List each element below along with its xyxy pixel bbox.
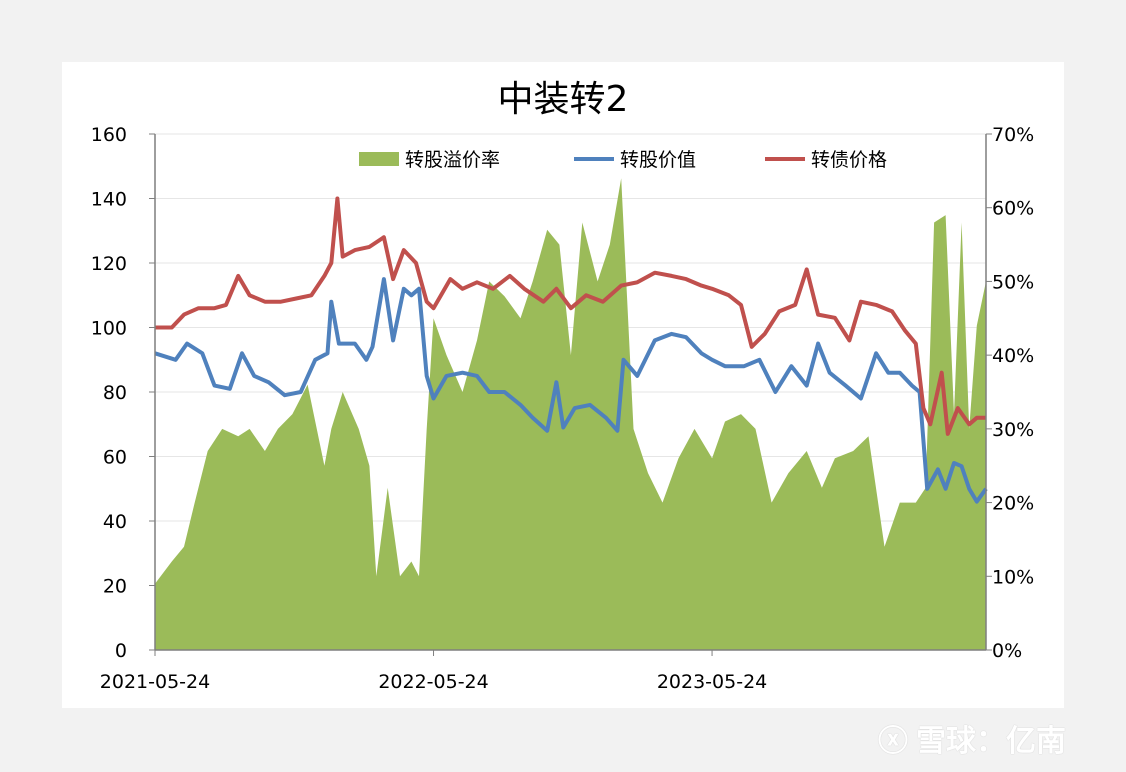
xueqiu-logo-icon: ⓧ <box>878 724 908 759</box>
x-tick-label: 2021-05-24 <box>100 671 210 693</box>
chart-title: 中装转2 <box>498 79 629 120</box>
y-left-ticks: 0 20 40 60 80 100 120 140 160 <box>91 124 155 662</box>
y-left-tick-label: 0 <box>115 640 127 662</box>
y-left-tick-label: 60 <box>103 447 127 469</box>
y-right-tick-label: 20% <box>992 493 1034 515</box>
y-left-tick-label: 40 <box>103 511 127 533</box>
y-left-tick-label: 160 <box>91 124 127 146</box>
legend-label: 转股价值 <box>620 149 696 171</box>
bond-price-line <box>155 196 986 436</box>
y-right-tick-label: 40% <box>992 345 1034 367</box>
y-right-tick-label: 30% <box>992 419 1034 441</box>
y-left-tick-label: 100 <box>91 318 127 340</box>
chart-card: 中装转2 0 20 40 60 80 100 120 140 160 0% 10% 20% 30% 40… <box>62 62 1064 708</box>
y-left-tick-label: 20 <box>103 576 127 598</box>
watermark: ⓧ 雪球：亿南 <box>878 716 1066 760</box>
x-tick-label: 2023-05-24 <box>657 671 767 693</box>
y-left-tick-label: 80 <box>103 382 127 404</box>
y-left-tick-label: 140 <box>91 189 127 211</box>
legend-swatch-area <box>359 152 399 166</box>
y-right-tick-label: 70% <box>992 124 1034 146</box>
y-right-tick-label: 0% <box>992 640 1022 662</box>
y-right-tick-label: 60% <box>992 198 1034 220</box>
x-ticks: 2021-05-24 2022-05-24 2023-05-24 <box>100 650 767 693</box>
x-tick-label: 2022-05-24 <box>378 671 488 693</box>
line-layer <box>154 196 988 504</box>
watermark-text: 雪球：亿南 <box>916 724 1066 759</box>
chart: 中装转2 0 20 40 60 80 100 120 140 160 0% 10% 20% 30% 40… <box>91 79 1035 693</box>
legend-label: 转股溢价率 <box>405 149 500 171</box>
conversion-value-line <box>154 277 988 504</box>
legend-label: 转债价格 <box>811 149 887 171</box>
y-right-tick-label: 10% <box>992 566 1034 588</box>
y-right-ticks: 0% 10% 20% 30% 40% 50% 60% 70% <box>986 124 1034 662</box>
y-right-tick-label: 50% <box>992 271 1034 293</box>
y-left-tick-label: 120 <box>91 253 127 275</box>
legend: 转股溢价率 转股价值 转债价格 <box>359 149 887 171</box>
